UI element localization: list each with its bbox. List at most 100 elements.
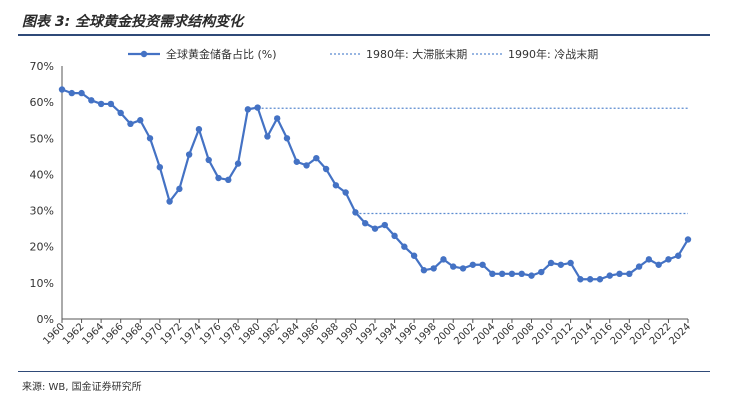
data-point	[362, 220, 369, 227]
data-point	[322, 165, 330, 173]
y-tick-label: 30%	[30, 205, 54, 218]
figure-title: 图表 3: 全球黄金投资需求结构变化	[22, 14, 244, 30]
line-chart: 0%10%20%30%40%50%60%70%19601962196419661…	[30, 47, 694, 347]
x-tick-label: 2008	[511, 321, 537, 347]
data-point	[450, 263, 457, 270]
source-note: 来源: WB, 国金证券研究所	[22, 382, 142, 393]
data-point	[616, 270, 623, 278]
data-point	[528, 272, 535, 279]
data-point	[244, 106, 252, 113]
data-point	[665, 256, 672, 263]
x-tick-label: 2022	[648, 321, 674, 347]
y-tick-label: 10%	[30, 277, 54, 290]
x-tick-label: 1970	[139, 321, 165, 347]
x-tick-label: 2018	[609, 321, 635, 347]
title-divider	[18, 34, 710, 36]
x-tick-label: 2020	[628, 321, 654, 347]
data-point	[156, 164, 164, 171]
y-tick-label: 20%	[30, 241, 54, 254]
legend-label-series: 全球黄金储备占比 (%)	[166, 47, 277, 61]
data-point	[225, 176, 232, 184]
x-tick-label: 1980	[237, 321, 263, 347]
data-point	[420, 267, 428, 274]
data-point	[371, 225, 379, 232]
chart-area: 0% 10% 20% 30% 40% 50% 60% 70% 1960 1962 1964 1966 1…	[0, 36, 732, 366]
data-point	[97, 100, 105, 108]
legend-label-reference-2: 1990年: 冷战末期	[508, 47, 598, 61]
data-point	[469, 261, 477, 268]
data-point	[254, 104, 261, 111]
legend-marker-series	[140, 50, 148, 58]
data-point	[489, 270, 496, 278]
x-tick-label: 1994	[374, 321, 400, 347]
data-point	[146, 135, 154, 142]
x-tick-label: 1990	[335, 321, 361, 347]
data-point	[645, 256, 653, 263]
data-point	[88, 97, 95, 104]
x-tick-label: 2010	[530, 321, 556, 347]
figure-header: 图表 3: 全球黄金投资需求结构变化	[0, 8, 732, 36]
x-tick-label: 1964	[80, 321, 106, 347]
data-point	[342, 189, 349, 196]
data-point	[381, 221, 388, 229]
y-tick-label: 0%	[37, 313, 54, 326]
data-point	[401, 243, 408, 250]
data-point	[655, 261, 662, 268]
legend-label-reference-1: 1980年: 大滞胀末期	[366, 47, 467, 61]
x-tick-label: 1978	[217, 321, 243, 347]
y-tick-label: 70%	[30, 60, 54, 73]
x-tick-label: 1992	[354, 321, 380, 347]
data-point	[264, 133, 271, 140]
data-point	[684, 236, 692, 243]
data-point	[283, 135, 291, 142]
data-point	[205, 156, 212, 164]
y-tick-label: 50%	[30, 132, 54, 145]
x-tick-label: 1986	[296, 321, 322, 347]
x-tick-label: 1972	[159, 321, 185, 347]
data-point	[440, 256, 447, 263]
x-tick-label: 1998	[413, 321, 439, 347]
data-point	[176, 185, 183, 193]
series-line	[61, 88, 689, 281]
data-point	[586, 276, 594, 283]
data-point	[391, 232, 398, 240]
data-point	[479, 261, 486, 268]
x-tick-label: 2000	[433, 321, 459, 347]
data-point	[58, 86, 66, 93]
data-point	[293, 158, 300, 165]
data-point	[518, 270, 525, 278]
data-point	[635, 263, 643, 270]
data-point	[68, 89, 75, 97]
data-point	[538, 268, 545, 276]
data-point	[567, 259, 574, 267]
data-point	[107, 100, 115, 108]
x-tick-label: 1996	[393, 321, 419, 347]
x-tick-label: 2006	[491, 321, 517, 347]
data-point	[352, 209, 359, 216]
data-point	[195, 126, 203, 133]
data-point	[410, 252, 418, 259]
data-point	[117, 109, 124, 117]
data-point	[166, 198, 173, 205]
data-point	[606, 272, 613, 279]
data-point	[234, 160, 242, 167]
x-tick-label: 1966	[100, 321, 126, 347]
data-point	[78, 89, 85, 97]
x-tick-label: 2024	[667, 321, 693, 347]
data-point	[557, 261, 565, 268]
y-tick-label: 40%	[30, 168, 54, 181]
source-divider	[18, 371, 710, 372]
data-point	[303, 162, 310, 169]
data-point	[626, 270, 633, 278]
data-point	[313, 154, 320, 162]
data-point	[596, 276, 604, 283]
data-point	[498, 270, 506, 278]
x-tick-label: 1962	[61, 321, 87, 347]
data-point	[547, 259, 555, 267]
x-tick-label: 1974	[178, 321, 204, 347]
x-tick-label: 2012	[550, 321, 576, 347]
x-tick-label: 1988	[315, 321, 341, 347]
x-tick-label: 1968	[120, 321, 146, 347]
x-tick-label: 1982	[257, 321, 283, 347]
data-point	[185, 151, 193, 158]
